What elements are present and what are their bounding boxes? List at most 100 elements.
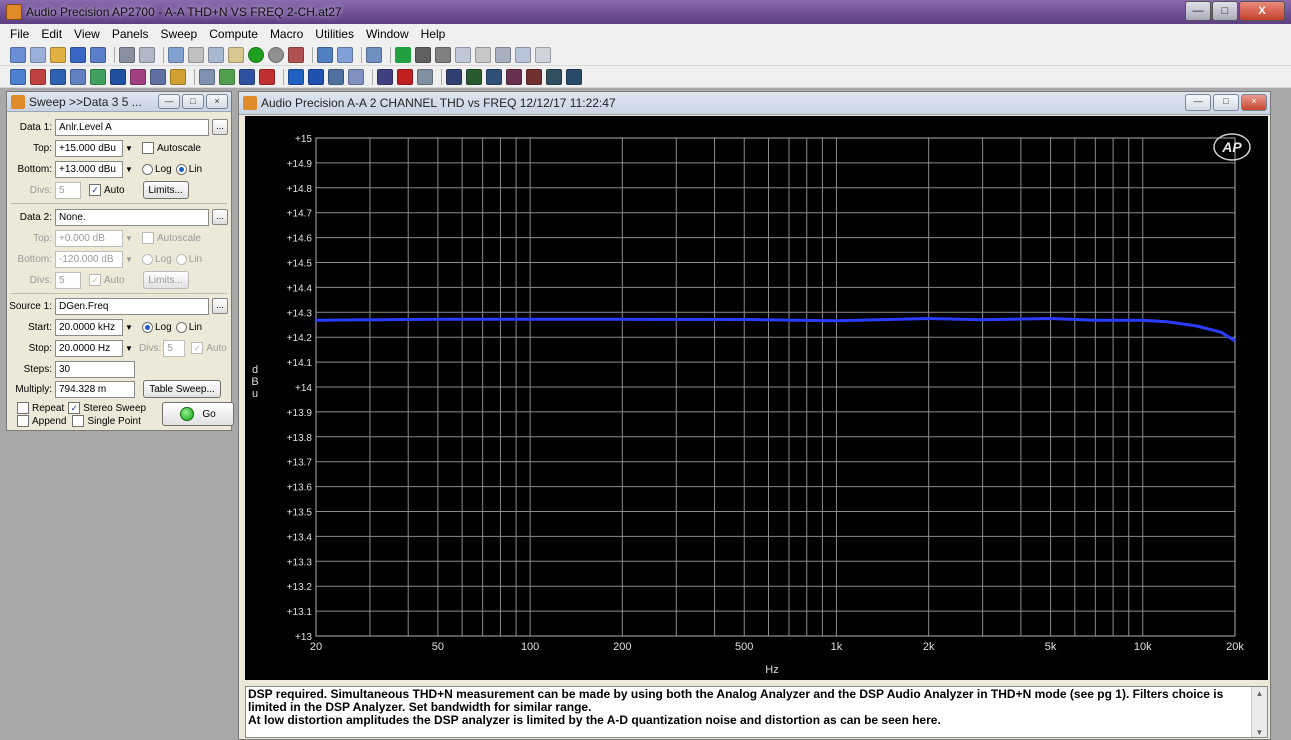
data2-divs-input[interactable]: 5 bbox=[55, 271, 81, 289]
data1-field[interactable]: Anlr.Level A bbox=[55, 118, 209, 136]
save-as-icon[interactable] bbox=[90, 46, 106, 63]
loop-icon[interactable] bbox=[475, 46, 491, 63]
menu-window[interactable]: Window bbox=[365, 27, 409, 41]
bar-chart-icon[interactable] bbox=[288, 46, 304, 63]
menu-utilities[interactable]: Utilities bbox=[315, 27, 354, 41]
arrow-right-icon[interactable] bbox=[288, 68, 304, 85]
data2-log-radio[interactable] bbox=[142, 253, 153, 265]
menu-compute[interactable]: Compute bbox=[209, 27, 258, 41]
help-icon[interactable] bbox=[535, 46, 551, 63]
ap-panel-1-icon[interactable] bbox=[446, 68, 462, 85]
arrow-down-icon[interactable] bbox=[308, 68, 324, 85]
data1-lin-radio[interactable] bbox=[175, 163, 187, 175]
star-icon[interactable] bbox=[397, 68, 413, 85]
data1-browse-button[interactable]: ... bbox=[212, 119, 228, 135]
pause-icon[interactable] bbox=[415, 46, 431, 63]
source1-field[interactable]: DGen.Freq bbox=[55, 297, 209, 315]
notes-textbox[interactable]: DSP required. Simultaneous THD+N measure… bbox=[245, 686, 1268, 738]
sine-icon[interactable] bbox=[10, 68, 26, 85]
meter-icon[interactable] bbox=[50, 68, 66, 85]
cut-icon[interactable] bbox=[188, 46, 204, 63]
graph-icon[interactable] bbox=[317, 46, 333, 63]
sweep-close-button[interactable]: × bbox=[206, 94, 228, 109]
graph-maximize-button[interactable]: □ bbox=[1213, 94, 1239, 111]
ap-panel-5-icon[interactable] bbox=[526, 68, 542, 85]
open-folder-icon[interactable] bbox=[50, 46, 66, 63]
ap-panel-3-icon[interactable] bbox=[486, 68, 502, 85]
data1-auto-checkbox[interactable]: ✓ bbox=[89, 184, 101, 196]
data1-top-input[interactable]: +15.000 dBu bbox=[55, 139, 123, 157]
chat-icon[interactable] bbox=[515, 46, 531, 63]
go-icon[interactable] bbox=[248, 46, 264, 63]
play-icon[interactable] bbox=[395, 46, 411, 63]
stereo-sweep-checkbox[interactable]: ✓ bbox=[68, 402, 81, 414]
menu-view[interactable]: View bbox=[74, 27, 100, 41]
paste-icon[interactable] bbox=[228, 46, 244, 63]
graph-minimize-button[interactable]: — bbox=[1185, 94, 1211, 111]
data1-bottom-dropdown[interactable]: ▼ bbox=[125, 164, 133, 174]
spectrum-icon[interactable] bbox=[239, 68, 255, 85]
source1-log-radio[interactable] bbox=[142, 321, 153, 333]
data2-top-input[interactable]: +0.000 dB bbox=[55, 229, 123, 247]
spectrum-red-icon[interactable] bbox=[259, 68, 275, 85]
data2-bottom-input[interactable]: -120.000 dB bbox=[55, 250, 123, 268]
print-icon[interactable] bbox=[119, 46, 135, 63]
bit-icon[interactable] bbox=[199, 68, 215, 85]
regulation-icon[interactable] bbox=[150, 68, 166, 85]
data2-lin-radio[interactable] bbox=[175, 253, 187, 265]
data2-limits-button[interactable]: Limits... bbox=[142, 271, 189, 289]
data2-bottom-dropdown[interactable]: ▼ bbox=[125, 254, 133, 264]
undo-icon[interactable] bbox=[168, 46, 184, 63]
data2-auto-checkbox[interactable]: ✓ bbox=[89, 274, 101, 286]
menu-edit[interactable]: Edit bbox=[41, 27, 63, 41]
data1-autoscale-checkbox[interactable] bbox=[142, 142, 154, 154]
graph-close-button[interactable]: × bbox=[1241, 94, 1267, 111]
source1-start-input[interactable]: 20.0000 kHz bbox=[55, 318, 123, 336]
panel-icon[interactable] bbox=[366, 46, 382, 63]
sweep-minimize-button[interactable]: — bbox=[158, 94, 180, 109]
multiply-input[interactable]: 794.328 m bbox=[55, 380, 135, 398]
ap-panel-7-icon[interactable] bbox=[566, 68, 582, 85]
ap-panel-4-icon[interactable] bbox=[506, 68, 522, 85]
page-icon[interactable] bbox=[337, 46, 353, 63]
ap-panel-6-icon[interactable] bbox=[546, 68, 562, 85]
minimize-button[interactable]: — bbox=[1185, 1, 1211, 21]
source1-stop-dropdown[interactable]: ▼ bbox=[125, 343, 133, 353]
go-button[interactable]: Go bbox=[162, 402, 234, 426]
menu-panels[interactable]: Panels bbox=[111, 27, 149, 41]
check-icon[interactable] bbox=[219, 68, 235, 85]
data2-browse-button[interactable]: ... bbox=[212, 209, 228, 225]
data2-top-dropdown[interactable]: ▼ bbox=[125, 233, 133, 243]
repeat-checkbox[interactable] bbox=[17, 402, 29, 414]
table-sweep-button[interactable]: Table Sweep... bbox=[143, 380, 221, 398]
sweep-icon[interactable] bbox=[328, 68, 344, 85]
filter-icon[interactable] bbox=[495, 46, 511, 63]
source1-divs-input[interactable]: 5 bbox=[163, 339, 186, 357]
menu-sweep[interactable]: Sweep bbox=[160, 27, 198, 41]
data1-log-radio[interactable] bbox=[142, 163, 153, 175]
copy-icon[interactable] bbox=[208, 46, 224, 63]
source1-lin-radio[interactable] bbox=[175, 321, 187, 333]
data1-top-dropdown[interactable]: ▼ bbox=[125, 143, 133, 153]
source1-browse-button[interactable]: ... bbox=[212, 298, 228, 314]
bargraph-icon[interactable] bbox=[130, 68, 146, 85]
data2-field[interactable]: None. bbox=[55, 208, 209, 226]
menu-file[interactable]: File bbox=[10, 27, 30, 41]
single-point-checkbox[interactable] bbox=[72, 415, 85, 427]
print-preview-icon[interactable] bbox=[139, 46, 155, 63]
steps-input[interactable]: 30 bbox=[55, 360, 135, 378]
data1-limits-button[interactable]: Limits... bbox=[142, 181, 189, 199]
menu-macro[interactable]: Macro bbox=[269, 27, 304, 41]
digital-io-icon[interactable] bbox=[110, 68, 126, 85]
timer-icon[interactable] bbox=[455, 46, 471, 63]
save-icon[interactable] bbox=[70, 46, 86, 63]
list-icon[interactable] bbox=[377, 68, 393, 85]
stop-icon[interactable] bbox=[268, 46, 284, 63]
source1-stop-input[interactable]: 20.0000 Hz bbox=[55, 339, 123, 357]
notes-scrollbar[interactable]: ▲ ▼ bbox=[1251, 687, 1267, 737]
ap-panel-2-icon[interactable] bbox=[466, 68, 482, 85]
open-test-icon[interactable] bbox=[30, 46, 46, 63]
close-button[interactable]: X bbox=[1239, 1, 1285, 21]
switcher-icon[interactable] bbox=[90, 68, 106, 85]
data1-bottom-input[interactable]: +13.000 dBu bbox=[55, 160, 123, 178]
